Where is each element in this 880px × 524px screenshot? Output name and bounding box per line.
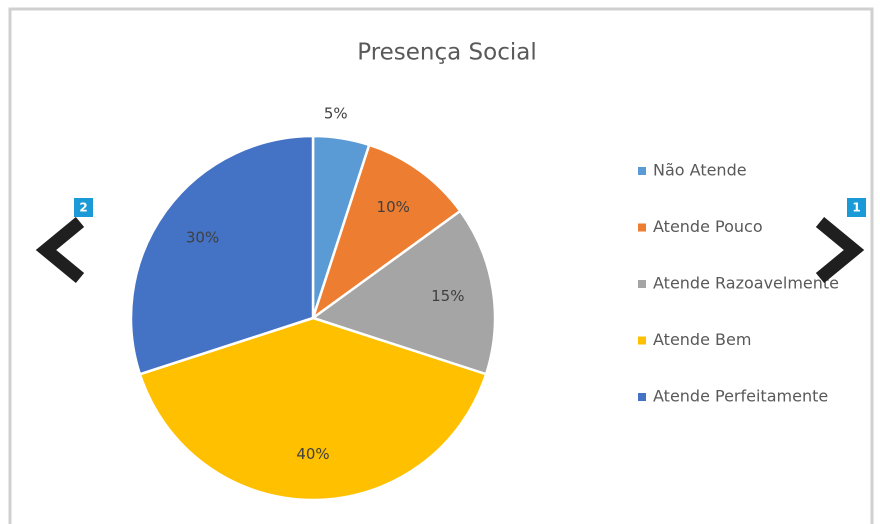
badge[interactable] — [74, 198, 93, 217]
pie-slice — [138, 316, 488, 502]
legend-label: Atende Razoavelmente — [653, 274, 839, 293]
previous-button[interactable]: 2 — [35, 198, 93, 284]
badge-label[interactable]: 1 — [852, 201, 860, 215]
legend-label: Atende Pouco — [653, 217, 763, 236]
pie: 5% 10% 15% 40% 30% — [129, 105, 497, 502]
legend-label: Não Atende — [653, 161, 747, 180]
chart-title: Presença Social — [357, 40, 537, 66]
next-button[interactable]: 1 — [815, 198, 866, 284]
pie-slice — [129, 134, 315, 376]
legend-label: Atende Bem — [653, 330, 751, 349]
data-label: 30% — [186, 228, 219, 246]
legend-swatch — [638, 280, 646, 288]
legend-swatch — [638, 393, 646, 401]
badge[interactable] — [847, 198, 866, 217]
legend-swatch — [638, 223, 646, 232]
legend: Não Atende Atende Pouco Atende Razoavelmen… — [638, 161, 839, 406]
chevron-left[interactable] — [35, 216, 85, 284]
chevron-right[interactable] — [815, 216, 865, 284]
pie-slice — [310, 209, 497, 376]
badge-label[interactable]: 2 — [79, 201, 87, 215]
pie-slice — [310, 143, 462, 322]
data-label: 10% — [377, 198, 410, 216]
legend-label: Atende Perfeitamente — [653, 387, 828, 406]
legend-swatch — [638, 336, 646, 345]
legend-swatch — [638, 167, 646, 175]
data-label: 40% — [296, 445, 329, 463]
data-label: 5% — [324, 105, 348, 123]
data-label: 15% — [431, 287, 464, 305]
